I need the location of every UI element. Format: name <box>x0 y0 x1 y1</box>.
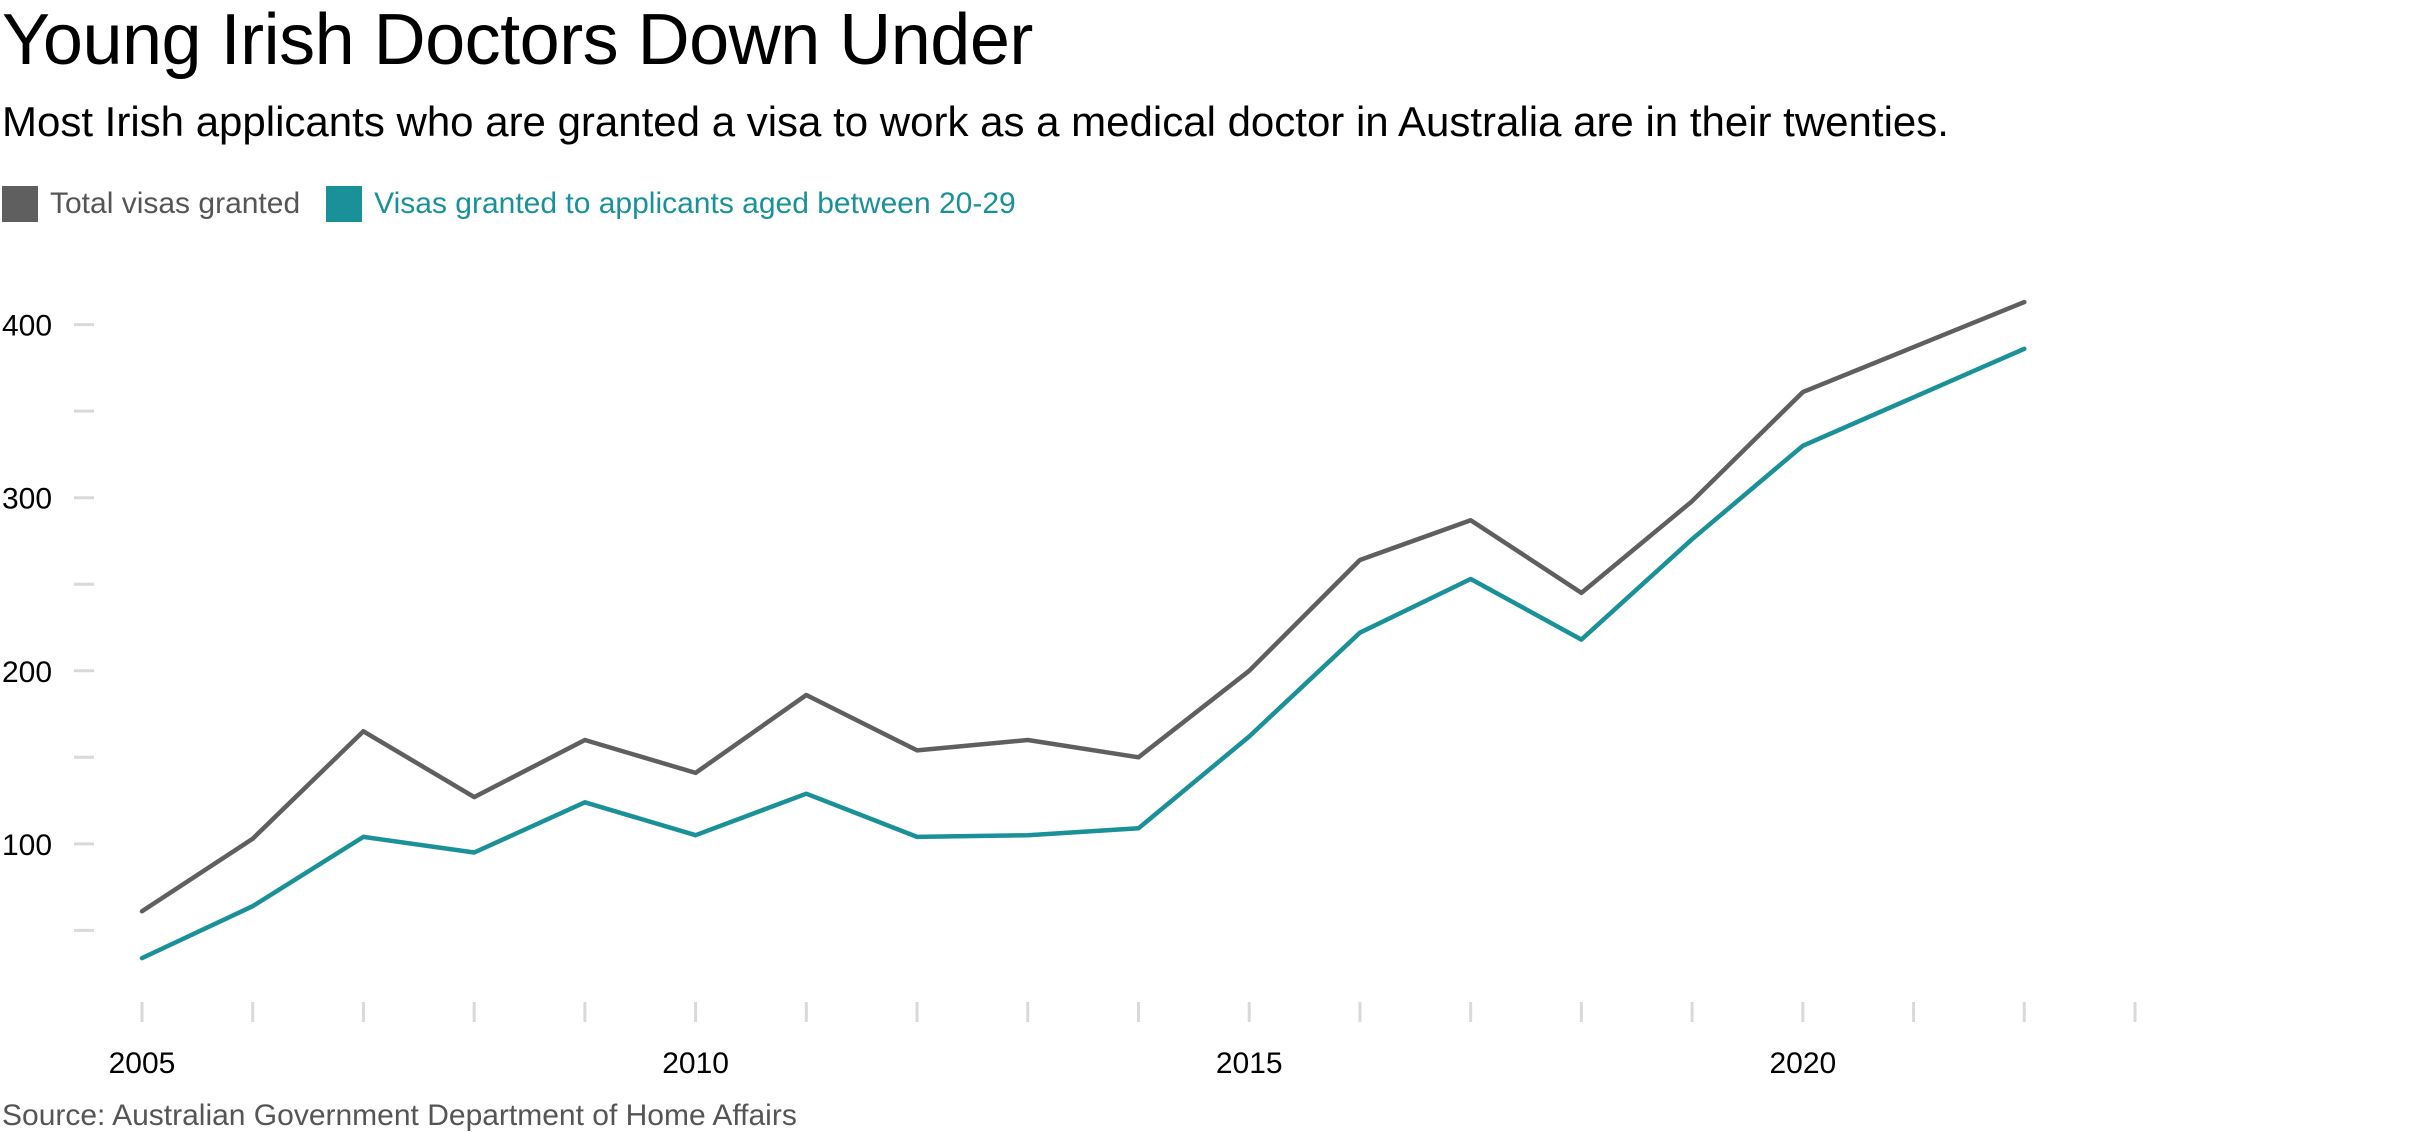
x-tick-label-2005: 2005 <box>109 1047 176 1080</box>
line-chart: 100 200 300 400 2005 2010 2015 2020 <box>2 299 2137 1080</box>
chart-subtitle: Most Irish applicants who are granted a … <box>2 98 1949 145</box>
legend-swatch-20-29 <box>326 186 363 222</box>
series-line-total <box>139 299 2027 914</box>
y-tick-label-100: 100 <box>2 829 52 862</box>
y-tick-label-300: 300 <box>2 483 52 516</box>
legend-item-total: Total visas granted <box>2 186 300 222</box>
x-tick-label-2020: 2020 <box>1769 1047 1836 1080</box>
legend: Total visas granted Visas granted to app… <box>2 184 1042 224</box>
legend-item-20-29: Visas granted to applicants aged between… <box>326 186 1016 222</box>
legend-swatch-total <box>2 186 38 222</box>
legend-label-total: Total visas granted <box>50 187 301 220</box>
series-layer <box>139 299 2027 961</box>
source-note: Source: Australian Government Department… <box>2 1099 797 1132</box>
x-tick-label-2010: 2010 <box>662 1047 729 1080</box>
series-line-20-29 <box>139 346 2027 961</box>
y-tick-label-400: 400 <box>2 310 52 343</box>
x-tick-label-2015: 2015 <box>1216 1047 1283 1080</box>
x-axis: 2005 2010 2015 2020 <box>109 1002 2137 1080</box>
legend-label-20-29: Visas granted to applicants aged between… <box>374 187 1016 220</box>
chart-title: Young Irish Doctors Down Under <box>2 0 1033 80</box>
y-tick-label-200: 200 <box>2 656 52 689</box>
y-axis: 100 200 300 400 <box>2 310 94 932</box>
